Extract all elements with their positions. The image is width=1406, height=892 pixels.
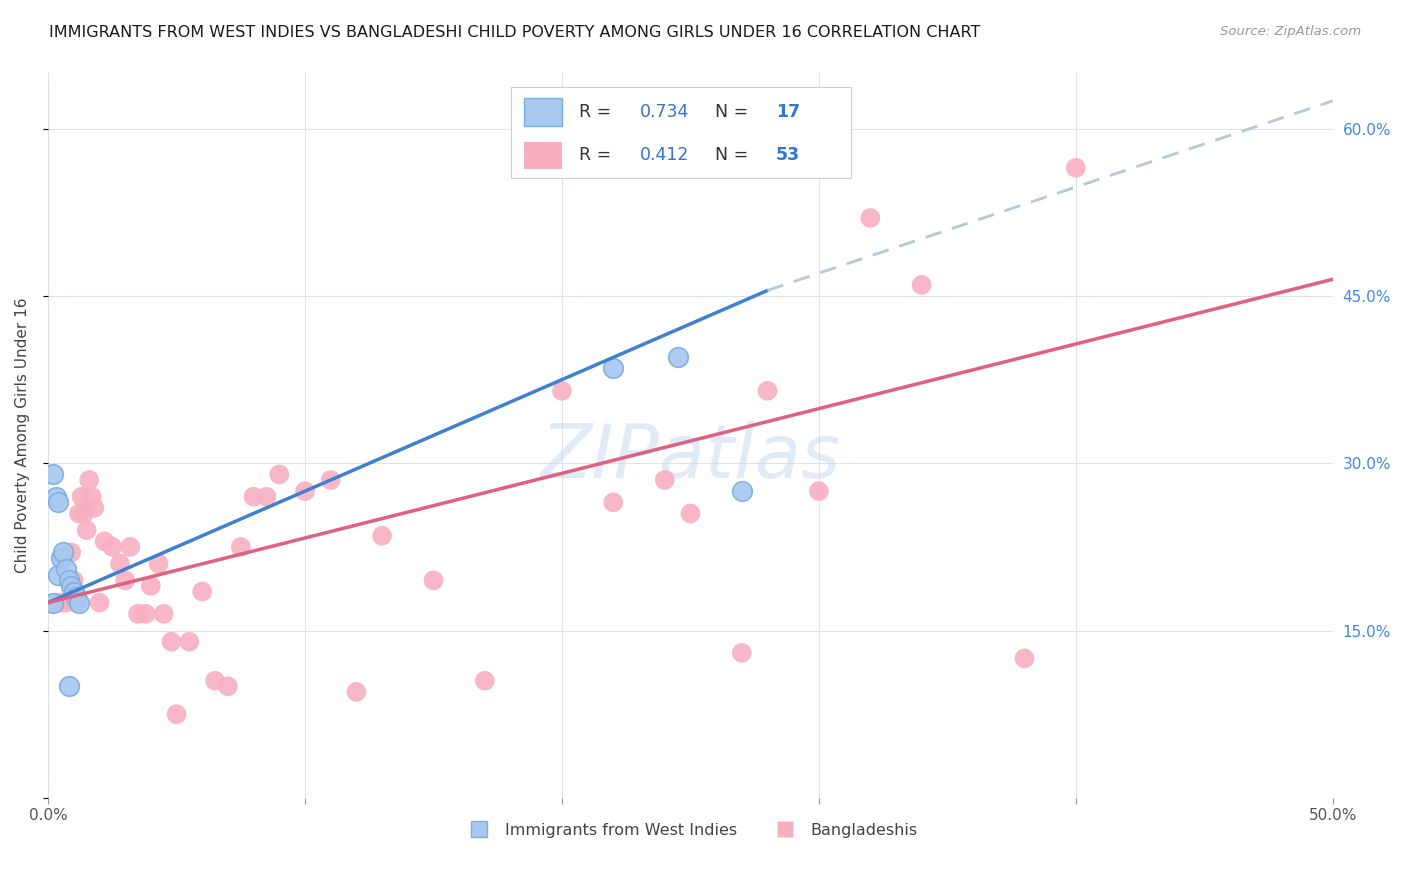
Point xyxy=(242,490,264,504)
Point xyxy=(319,473,342,487)
Point xyxy=(679,507,702,521)
Point xyxy=(42,596,65,610)
Text: ZIPatlas: ZIPatlas xyxy=(540,421,841,493)
Point xyxy=(127,607,149,621)
Point xyxy=(108,557,131,571)
Point xyxy=(62,574,84,588)
Point xyxy=(45,596,67,610)
Point xyxy=(101,540,124,554)
Point xyxy=(139,579,162,593)
Point xyxy=(52,596,75,610)
Point xyxy=(73,507,96,521)
Text: Source: ZipAtlas.com: Source: ZipAtlas.com xyxy=(1220,25,1361,38)
Point xyxy=(756,384,779,398)
Point xyxy=(1014,651,1036,665)
Point xyxy=(55,562,77,576)
Point xyxy=(422,574,444,588)
Point xyxy=(49,596,72,610)
Legend: Immigrants from West Indies, Bangladeshis: Immigrants from West Indies, Bangladeshi… xyxy=(457,816,924,844)
Point xyxy=(42,467,65,482)
Point xyxy=(58,574,80,588)
Point xyxy=(160,634,183,648)
Point xyxy=(62,584,84,599)
Point xyxy=(294,484,316,499)
Point xyxy=(191,584,214,599)
Point xyxy=(58,574,80,588)
Point xyxy=(602,495,624,509)
Point xyxy=(55,596,77,610)
Point xyxy=(256,490,278,504)
Point xyxy=(45,490,67,504)
Point xyxy=(859,211,882,225)
Point xyxy=(217,679,239,693)
Point xyxy=(731,646,754,660)
Point xyxy=(65,590,87,604)
Point xyxy=(49,551,72,566)
Point xyxy=(731,484,754,499)
Point xyxy=(60,545,83,559)
Point xyxy=(807,484,830,499)
Point xyxy=(46,567,69,582)
Point xyxy=(114,574,136,588)
Point xyxy=(93,534,115,549)
Point xyxy=(60,579,83,593)
Y-axis label: Child Poverty Among Girls Under 16: Child Poverty Among Girls Under 16 xyxy=(15,298,30,574)
Point xyxy=(911,277,934,292)
Point xyxy=(166,707,188,722)
Point xyxy=(135,607,157,621)
Point xyxy=(344,685,367,699)
Point xyxy=(76,523,98,537)
Point xyxy=(666,351,689,365)
Point xyxy=(152,607,174,621)
Point xyxy=(65,596,87,610)
Point xyxy=(179,634,201,648)
Point xyxy=(58,679,80,693)
Point xyxy=(46,495,69,509)
Point xyxy=(83,500,105,515)
Point xyxy=(77,473,100,487)
Point xyxy=(229,540,252,554)
Point xyxy=(67,507,90,521)
Point xyxy=(148,557,170,571)
Point xyxy=(52,545,75,559)
Point xyxy=(602,361,624,376)
Point xyxy=(89,596,111,610)
Point xyxy=(70,490,93,504)
Point xyxy=(120,540,142,554)
Text: IMMIGRANTS FROM WEST INDIES VS BANGLADESHI CHILD POVERTY AMONG GIRLS UNDER 16 CO: IMMIGRANTS FROM WEST INDIES VS BANGLADES… xyxy=(49,25,980,40)
Point xyxy=(371,529,394,543)
Point xyxy=(551,384,574,398)
Point xyxy=(80,490,103,504)
Point xyxy=(474,673,496,688)
Point xyxy=(654,473,676,487)
Point xyxy=(67,596,90,610)
Point xyxy=(204,673,226,688)
Point xyxy=(1064,161,1087,175)
Point xyxy=(269,467,291,482)
